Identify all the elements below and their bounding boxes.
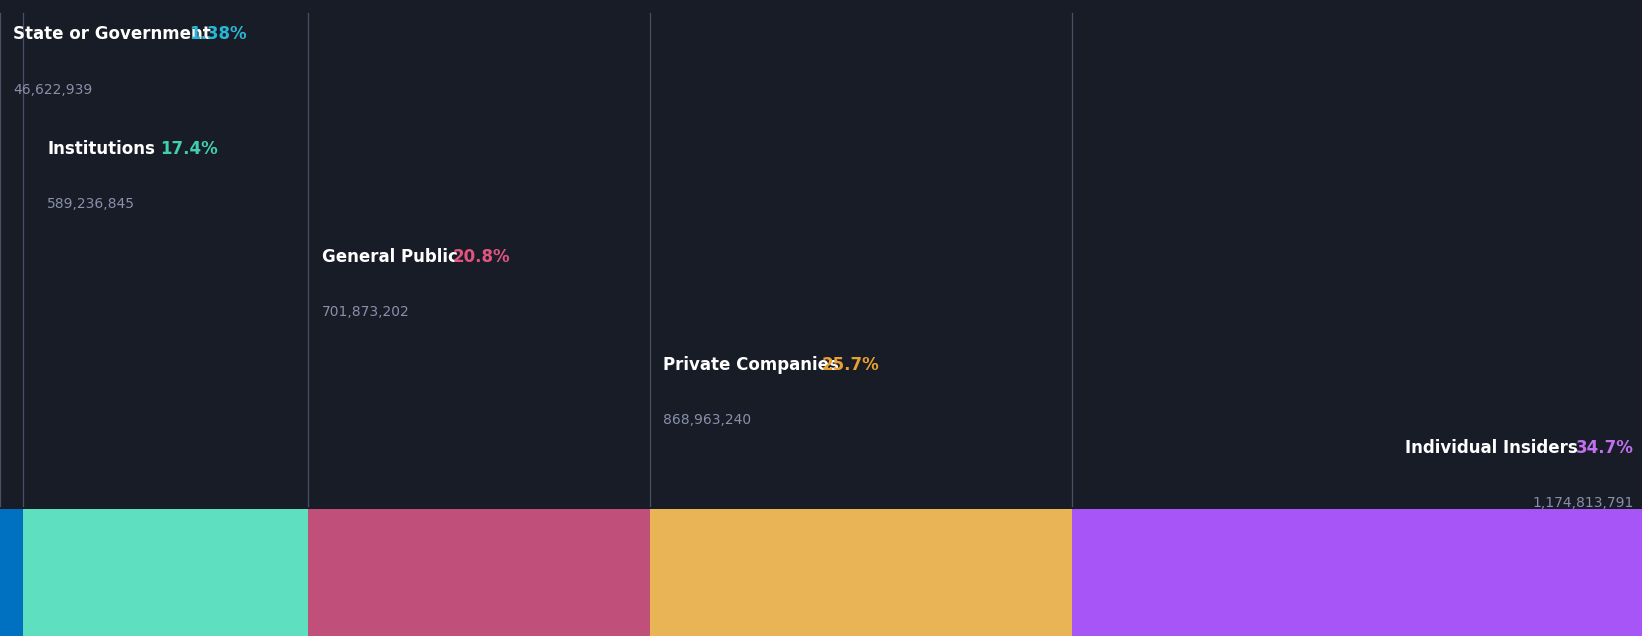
Text: General Public: General Public (322, 248, 458, 266)
Bar (0, 509, 23, 636)
Text: State or Government: State or Government (13, 25, 210, 43)
Text: Private Companies: Private Companies (663, 356, 839, 374)
Text: 701,873,202: 701,873,202 (322, 305, 409, 319)
Text: Individual Insiders: Individual Insiders (1406, 439, 1585, 457)
Text: 17.4%: 17.4% (161, 140, 218, 158)
Bar (309, 509, 650, 636)
Text: 34.7%: 34.7% (1576, 439, 1634, 457)
Text: Institutions: Institutions (48, 140, 156, 158)
Text: 589,236,845: 589,236,845 (48, 197, 135, 211)
Bar (1072, 509, 1642, 636)
Bar (650, 509, 1072, 636)
Text: 46,622,939: 46,622,939 (13, 83, 92, 97)
Text: 868,963,240: 868,963,240 (663, 413, 752, 427)
Bar (23, 509, 309, 636)
Text: 25.7%: 25.7% (821, 356, 880, 374)
Text: 1,174,813,791: 1,174,813,791 (1532, 496, 1634, 510)
Text: 1.38%: 1.38% (190, 25, 248, 43)
Text: 20.8%: 20.8% (453, 248, 511, 266)
